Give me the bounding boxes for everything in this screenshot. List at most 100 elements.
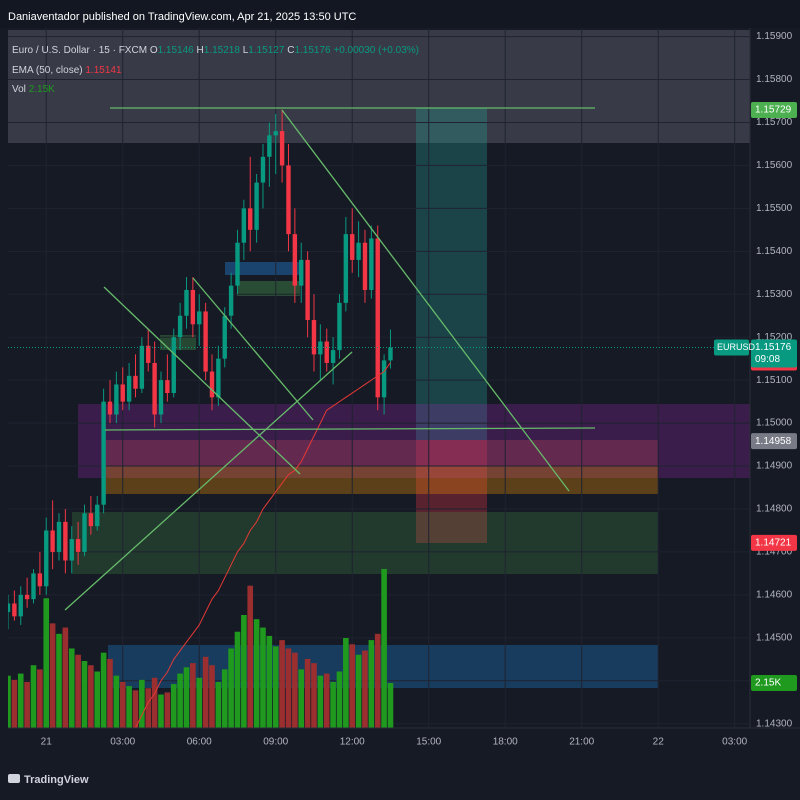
candle-body [324,341,329,363]
plot [8,109,750,728]
volume-bar [11,679,18,728]
volume-bar [336,671,343,728]
prefix: H [197,45,204,56]
candle-body [197,311,202,325]
volume-bar [8,675,11,728]
zone [237,281,300,296]
ema-value: 1.15141 [85,65,122,76]
candle-body [44,530,49,587]
candle-body [286,165,291,235]
logo-icon [8,774,20,783]
volume-bar [158,694,164,728]
candle-body [12,603,17,617]
y-tick-label: 1.14800 [756,504,793,515]
candle-body [337,302,342,351]
volume-bar [75,654,81,728]
volume-bar [81,661,88,728]
x-tick-label: 21:00 [569,737,594,748]
zone [104,440,658,466]
volume-bar [343,638,349,728]
candle-body [235,242,240,286]
volume-bar [126,686,132,728]
stop-zone [416,440,487,543]
volume-bar [119,681,126,728]
x-tick-label: 06:00 [187,737,212,748]
trendline [103,286,301,475]
volume-bar [107,658,113,728]
candle-body [267,135,272,157]
candle-body [356,242,361,260]
volume-bar [349,644,356,728]
candle-body [56,521,62,552]
volume-bar [387,683,394,728]
top-bar [0,0,800,28]
volume-bar [355,654,362,728]
volume-bar [272,646,279,728]
y-tick-label: 1.15400 [756,246,793,257]
volume-bar [381,568,387,728]
candle-body [273,131,278,136]
candle-body [184,289,189,316]
volume-bar [285,648,292,728]
y-tick-label: 1.15200 [756,332,793,343]
footer-logo: TradingView [8,774,89,786]
prefix: C [287,45,294,56]
zone [104,466,658,494]
volume-bar [317,675,324,728]
high: 1.15218 [204,45,241,56]
level-badge: 1.15729 [755,105,792,116]
candle-body [171,337,176,394]
trendline [64,351,353,611]
y-tick-label: 1.14600 [756,590,793,601]
volume-bar [221,669,228,728]
volume-bar [177,673,183,728]
candle-body [330,350,336,363]
candle-body [343,234,349,303]
volume-bar [260,627,266,728]
x-tick-label: 22 [653,737,665,748]
y-tick-label: 1.14900 [756,461,793,472]
volume-badge-bg [751,675,797,692]
candle-body [350,234,355,260]
volume-bar [30,665,37,728]
candle-body [388,347,393,361]
volume-bar [24,681,30,728]
level-badge-bg [751,534,797,551]
candle-body [101,401,106,505]
low: 1.15127 [248,45,285,56]
candle-body [31,573,36,600]
candle-body [305,259,310,321]
x-tick-label: 18:00 [493,737,518,748]
volume-bar [68,648,75,728]
volume-bar [62,627,69,728]
volume-bar [139,679,145,728]
x-tick-label: 21 [41,737,53,748]
candle-body [190,289,196,325]
volume-bar [145,688,152,728]
level-badge: 1.14721 [755,538,792,549]
y-tick-label: 1.15300 [756,289,793,300]
trendline [192,277,314,421]
volume-bar [253,619,260,728]
volume-bar [292,652,298,728]
candle-body [203,311,208,372]
prefix: O [150,45,158,56]
candle-body [24,594,30,600]
candle-body [228,285,234,316]
candle-body [107,401,113,415]
legend-main: Euro / U.S. Dollar · 15 · FXCM O1.15146 … [12,45,419,56]
x-tick-label: 12:00 [340,737,365,748]
candle-body [133,375,138,389]
vol-value: 2.15K [29,84,55,95]
candle-body [75,539,81,552]
volume-bar [49,623,56,728]
candle-body [69,539,74,561]
target-zone [416,108,487,440]
close-badge: 1.15176 [755,342,792,353]
candle-body [254,182,259,230]
zone [160,335,196,350]
volume-bar [228,648,234,728]
candle-body [209,371,215,398]
legend-ema: EMA (50, close) 1.15141 [12,65,122,76]
